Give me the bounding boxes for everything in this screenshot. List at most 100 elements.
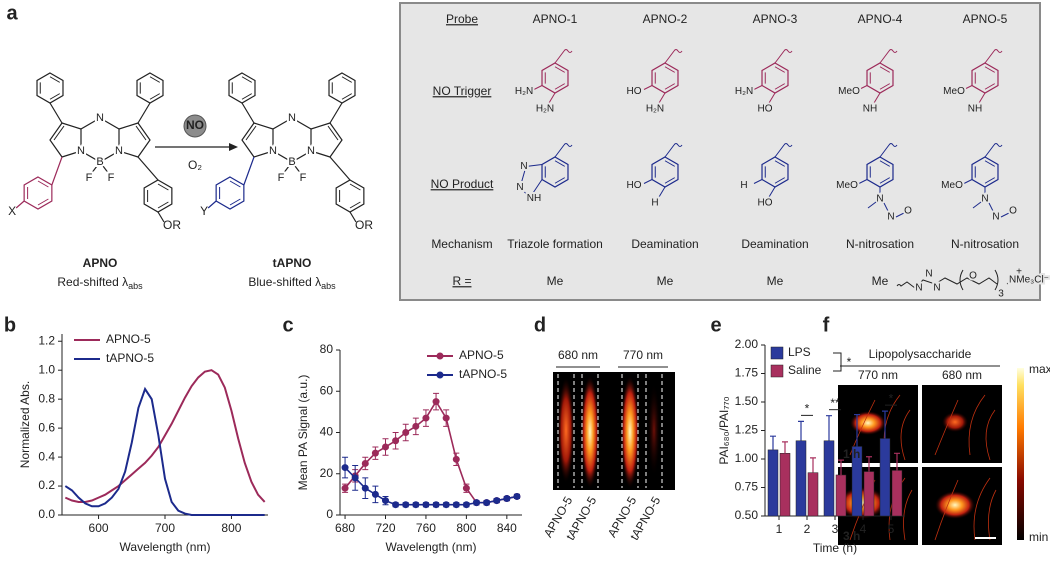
legend-label: Saline xyxy=(788,363,822,377)
bond xyxy=(643,179,653,184)
y-tick-label: 40 xyxy=(320,425,334,439)
significance-label: ** xyxy=(830,396,840,410)
data-point xyxy=(493,497,501,505)
ring xyxy=(215,176,245,210)
tube-signal xyxy=(648,385,660,475)
bond xyxy=(329,156,351,181)
attachment xyxy=(774,49,793,64)
data-point xyxy=(341,464,349,472)
bond xyxy=(867,201,877,209)
y-tick-label: 0.8 xyxy=(38,391,55,405)
bond xyxy=(664,66,675,73)
data-point xyxy=(361,484,369,492)
bond xyxy=(984,160,995,167)
error-bar xyxy=(770,435,776,450)
bond xyxy=(984,83,995,90)
product-group: O xyxy=(1009,206,1017,217)
error-bar xyxy=(838,459,844,475)
legend-label: APNO-5 xyxy=(459,348,504,362)
bond xyxy=(879,66,890,73)
attachment xyxy=(879,49,898,64)
bond xyxy=(664,160,675,167)
bond xyxy=(99,161,110,175)
y-axis-label: Mean PA Signal (a.u.) xyxy=(296,375,310,491)
colorbar xyxy=(1017,368,1024,540)
bond xyxy=(963,179,973,184)
probe-name: APNO-2 xyxy=(643,12,688,26)
atom-label: B xyxy=(96,156,103,168)
atom-label: N xyxy=(288,112,296,124)
r-atom: N xyxy=(925,269,932,280)
bond xyxy=(643,85,653,90)
bond xyxy=(658,92,666,104)
atom-label: N xyxy=(115,145,123,157)
core-bond xyxy=(118,122,151,158)
bond xyxy=(282,161,293,175)
mechanism: N-nitrosation xyxy=(846,237,914,251)
bond xyxy=(349,201,361,209)
oxidant-label: O₂ xyxy=(188,158,202,172)
bond xyxy=(768,186,776,198)
data-point xyxy=(442,501,450,509)
bond xyxy=(241,93,252,100)
data-point xyxy=(351,474,359,482)
bond xyxy=(207,200,217,209)
tube-signal xyxy=(621,376,639,488)
bond xyxy=(554,83,565,90)
atom-label: N xyxy=(307,145,315,157)
product-group: N xyxy=(520,161,527,172)
y-tick-label: 1.00 xyxy=(735,451,759,465)
bond xyxy=(664,83,675,90)
substituent: Y xyxy=(200,204,208,218)
attachment xyxy=(984,143,1003,158)
y-tick-label: 0 xyxy=(326,507,333,521)
colorbar-label: min xyxy=(1029,530,1048,544)
row-label: Mechanism xyxy=(431,237,492,251)
bond xyxy=(137,156,159,181)
reagent-label: NO xyxy=(186,118,204,132)
attachment xyxy=(664,49,683,64)
ring xyxy=(228,72,256,104)
probe-name: APNO-5 xyxy=(963,12,1008,26)
bond xyxy=(753,179,763,184)
atom-label: N xyxy=(269,145,277,157)
ether-group: OR xyxy=(355,218,373,232)
bond xyxy=(135,125,147,141)
mechanism: N-nitrosation xyxy=(951,237,1019,251)
product-group: N xyxy=(876,194,883,205)
attachment xyxy=(554,143,573,158)
bond xyxy=(157,183,169,191)
data-point xyxy=(452,455,460,463)
data-point xyxy=(462,501,470,509)
bond xyxy=(137,102,151,124)
error-bar xyxy=(894,452,900,471)
data-point xyxy=(432,398,440,406)
attachment xyxy=(879,143,898,158)
bond xyxy=(1000,212,1010,218)
panel-letter: f xyxy=(823,314,830,336)
panel-letter: a xyxy=(6,2,18,24)
bond xyxy=(37,180,49,188)
no-ball xyxy=(183,114,207,138)
bond xyxy=(291,161,302,175)
data-point xyxy=(412,422,420,430)
bond xyxy=(984,66,995,73)
ring xyxy=(328,72,356,104)
atom-label: F xyxy=(108,172,115,184)
bond xyxy=(664,177,675,184)
mechanism: Deamination xyxy=(741,237,808,251)
bond xyxy=(963,85,973,90)
probe-name: APNO-1 xyxy=(533,12,578,26)
molecule-name: tAPNO xyxy=(273,256,312,270)
y-tick-label: 1.75 xyxy=(735,366,759,380)
data-point xyxy=(402,501,410,509)
product-group: O xyxy=(904,206,912,217)
series-line xyxy=(344,467,518,506)
x-tick-label: 1 xyxy=(776,522,783,536)
y-tick-label: 2.00 xyxy=(735,337,759,351)
bar xyxy=(891,470,903,517)
row-label: R = xyxy=(452,274,471,288)
bond xyxy=(658,186,666,198)
